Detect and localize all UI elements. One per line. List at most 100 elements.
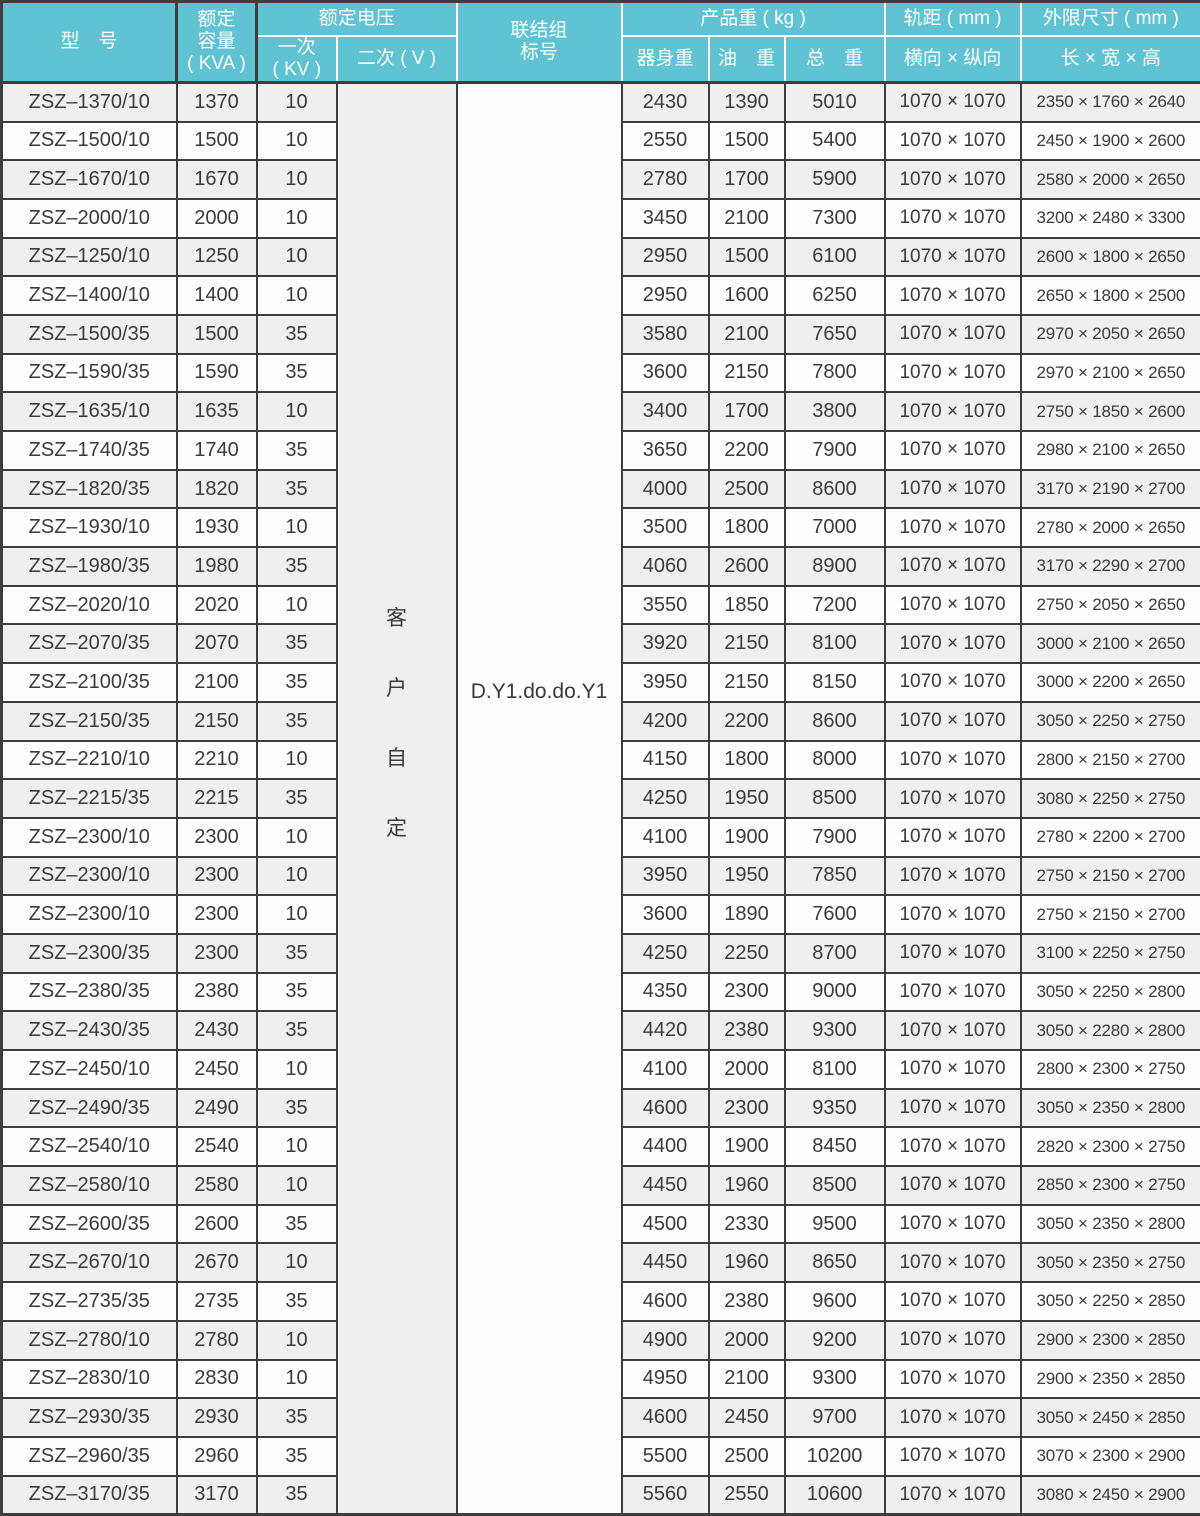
model-cell: ZSZ–1500/35 — [2, 315, 177, 354]
oil-weight-cell: 2330 — [709, 1205, 785, 1244]
body-weight-cell: 5500 — [622, 1437, 709, 1476]
oil-weight-cell: 1960 — [709, 1166, 785, 1205]
gauge-cell: 1070 × 1070 — [885, 779, 1021, 818]
kv-cell: 10 — [257, 276, 337, 315]
oil-weight-cell: 2200 — [709, 702, 785, 741]
model-cell: ZSZ–2780/10 — [2, 1321, 177, 1360]
dims-cell: 3080 × 2250 × 2750 — [1021, 779, 1200, 818]
total-weight-cell: 5900 — [785, 160, 885, 199]
total-weight-cell: 8150 — [785, 663, 885, 702]
gauge-cell: 1070 × 1070 — [885, 857, 1021, 896]
oil-weight-cell: 1700 — [709, 392, 785, 431]
total-weight-cell: 9600 — [785, 1282, 885, 1321]
kva-cell: 2600 — [177, 1205, 257, 1244]
oil-weight-cell: 1950 — [709, 779, 785, 818]
total-weight-cell: 8000 — [785, 741, 885, 780]
dims-cell: 3050 × 2350 × 2750 — [1021, 1243, 1200, 1282]
model-cell: ZSZ–2600/35 — [2, 1205, 177, 1244]
oil-weight-cell: 2300 — [709, 1089, 785, 1128]
kva-cell: 1400 — [177, 276, 257, 315]
model-cell: ZSZ–1740/35 — [2, 431, 177, 470]
kva-cell: 1740 — [177, 431, 257, 470]
kv-cell: 10 — [257, 1127, 337, 1166]
model-cell: ZSZ–1980/35 — [2, 547, 177, 586]
dims-cell: 3050 × 2350 × 2800 — [1021, 1205, 1200, 1244]
body-weight-cell: 2780 — [622, 160, 709, 199]
body-weight-cell: 3600 — [622, 895, 709, 934]
model-cell: ZSZ–1635/10 — [2, 392, 177, 431]
oil-weight-cell: 2380 — [709, 1282, 785, 1321]
oil-weight-cell: 2600 — [709, 547, 785, 586]
body-weight-cell: 4500 — [622, 1205, 709, 1244]
dims-cell: 2600 × 1800 × 2650 — [1021, 238, 1200, 277]
body-weight-cell: 3550 — [622, 586, 709, 625]
kva-cell: 2100 — [177, 663, 257, 702]
kva-cell: 2150 — [177, 702, 257, 741]
kva-cell: 2960 — [177, 1437, 257, 1476]
kva-cell: 1500 — [177, 122, 257, 161]
oil-weight-cell: 2150 — [709, 624, 785, 663]
gauge-cell: 1070 × 1070 — [885, 1476, 1021, 1515]
body-weight-cell: 2430 — [622, 83, 709, 122]
gauge-cell: 1070 × 1070 — [885, 1437, 1021, 1476]
gauge-cell: 1070 × 1070 — [885, 1011, 1021, 1050]
dims-cell: 3070 × 2300 × 2900 — [1021, 1437, 1200, 1476]
oil-weight-cell: 1900 — [709, 1127, 785, 1166]
kv-cell: 10 — [257, 818, 337, 857]
model-cell: ZSZ–2670/10 — [2, 1243, 177, 1282]
dims-cell: 2650 × 1800 × 2500 — [1021, 276, 1200, 315]
kv-cell: 35 — [257, 1282, 337, 1321]
total-weight-cell: 8450 — [785, 1127, 885, 1166]
kva-cell: 2300 — [177, 895, 257, 934]
connection-group-value: D.Y1.do.do.Y1 — [458, 680, 621, 704]
gauge-cell: 1070 × 1070 — [885, 508, 1021, 547]
gauge-cell: 1070 × 1070 — [885, 741, 1021, 780]
model-cell: ZSZ–2380/35 — [2, 973, 177, 1012]
kv-cell: 10 — [257, 586, 337, 625]
total-weight-cell: 8500 — [785, 779, 885, 818]
total-weight-cell: 7200 — [785, 586, 885, 625]
kv-cell: 10 — [257, 238, 337, 277]
kv-cell: 10 — [257, 1166, 337, 1205]
dims-cell: 2750 × 1850 × 2600 — [1021, 392, 1200, 431]
body-weight-cell: 3650 — [622, 431, 709, 470]
oil-weight-cell: 1950 — [709, 857, 785, 896]
gauge-cell: 1070 × 1070 — [885, 1205, 1021, 1244]
total-weight-cell: 9350 — [785, 1089, 885, 1128]
kva-cell: 2780 — [177, 1321, 257, 1360]
body-weight-cell: 3450 — [622, 199, 709, 238]
model-cell: ZSZ–2300/10 — [2, 818, 177, 857]
gauge-cell: 1070 × 1070 — [885, 199, 1021, 238]
header-rated-voltage: 额定电压 — [257, 2, 457, 36]
dims-cell: 2970 × 2100 × 2650 — [1021, 354, 1200, 393]
oil-weight-cell: 2550 — [709, 1476, 785, 1515]
body-weight-cell: 2950 — [622, 238, 709, 277]
total-weight-cell: 9200 — [785, 1321, 885, 1360]
model-cell: ZSZ–2490/35 — [2, 1089, 177, 1128]
model-cell: ZSZ–1670/10 — [2, 160, 177, 199]
kva-cell: 1635 — [177, 392, 257, 431]
dims-cell: 2900 × 2300 × 2850 — [1021, 1321, 1200, 1360]
model-cell: ZSZ–2300/10 — [2, 857, 177, 896]
body-weight-cell: 4200 — [622, 702, 709, 741]
kv-cell: 10 — [257, 199, 337, 238]
kva-cell: 2020 — [177, 586, 257, 625]
kv-cell: 10 — [257, 1050, 337, 1089]
total-weight-cell: 7850 — [785, 857, 885, 896]
model-cell: ZSZ–1590/35 — [2, 354, 177, 393]
kv-cell: 10 — [257, 508, 337, 547]
kva-cell: 1930 — [177, 508, 257, 547]
oil-weight-cell: 2200 — [709, 431, 785, 470]
body-weight-cell: 4600 — [622, 1398, 709, 1437]
dims-cell: 3050 × 2250 × 2800 — [1021, 973, 1200, 1012]
kv-cell: 35 — [257, 663, 337, 702]
gauge-cell: 1070 × 1070 — [885, 122, 1021, 161]
dims-cell: 3050 × 2450 × 2850 — [1021, 1398, 1200, 1437]
oil-weight-cell: 2150 — [709, 354, 785, 393]
header-product-weight: 产品重 ( kg ) — [622, 2, 885, 36]
body-weight-cell: 4250 — [622, 779, 709, 818]
body-weight-cell: 4000 — [622, 470, 709, 509]
total-weight-cell: 9000 — [785, 973, 885, 1012]
model-cell: ZSZ–2150/35 — [2, 702, 177, 741]
